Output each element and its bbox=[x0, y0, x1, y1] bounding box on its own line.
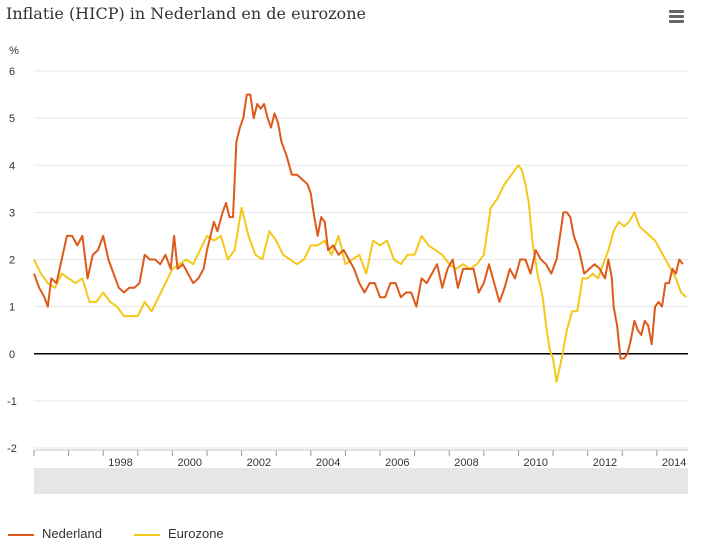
x-tick-label-2006: 2006 bbox=[385, 457, 409, 469]
legend-item-nederland[interactable]: Nederland bbox=[8, 526, 102, 541]
legend-swatch-nederland bbox=[8, 533, 34, 536]
y-axis-unit-label: % bbox=[9, 45, 19, 57]
x-tick-label-2014: 2014 bbox=[662, 457, 686, 469]
legend-label-nederland: Nederland bbox=[42, 526, 102, 541]
chart-title: Inflatie (HICP) in Nederland en de euroz… bbox=[6, 4, 366, 23]
y-tick-label-7: 5 bbox=[9, 113, 15, 125]
series-line-eurozone bbox=[33, 164, 687, 383]
y-tick-label-8: 6 bbox=[9, 66, 15, 78]
navigator-band bbox=[34, 468, 688, 494]
legend-item-eurozone[interactable]: Eurozone bbox=[134, 526, 224, 541]
x-tick-label-1998: 1998 bbox=[108, 457, 132, 469]
y-tick-label-5: 3 bbox=[9, 207, 15, 219]
y-tick-label-0: -2 bbox=[7, 443, 17, 455]
y-tick-label-3: 1 bbox=[9, 302, 15, 314]
x-tick-label-2012: 2012 bbox=[593, 457, 617, 469]
y-tick-label-2: 0 bbox=[9, 349, 15, 361]
x-tick-label-2010: 2010 bbox=[524, 457, 548, 469]
y-tick-label-4: 2 bbox=[9, 255, 15, 267]
x-tick-label-2002: 2002 bbox=[247, 457, 271, 469]
legend-label-eurozone: Eurozone bbox=[168, 526, 224, 541]
x-tick-label-2008: 2008 bbox=[454, 457, 478, 469]
x-tick-label-2004: 2004 bbox=[316, 457, 340, 469]
x-tick-label-2000: 2000 bbox=[177, 457, 201, 469]
series-line-nederland bbox=[33, 93, 684, 360]
y-tick-label-1: -1 bbox=[7, 396, 17, 408]
y-tick-label-6: 4 bbox=[9, 160, 15, 172]
hamburger-menu-icon[interactable] bbox=[666, 8, 688, 26]
legend-swatch-eurozone bbox=[134, 533, 160, 536]
